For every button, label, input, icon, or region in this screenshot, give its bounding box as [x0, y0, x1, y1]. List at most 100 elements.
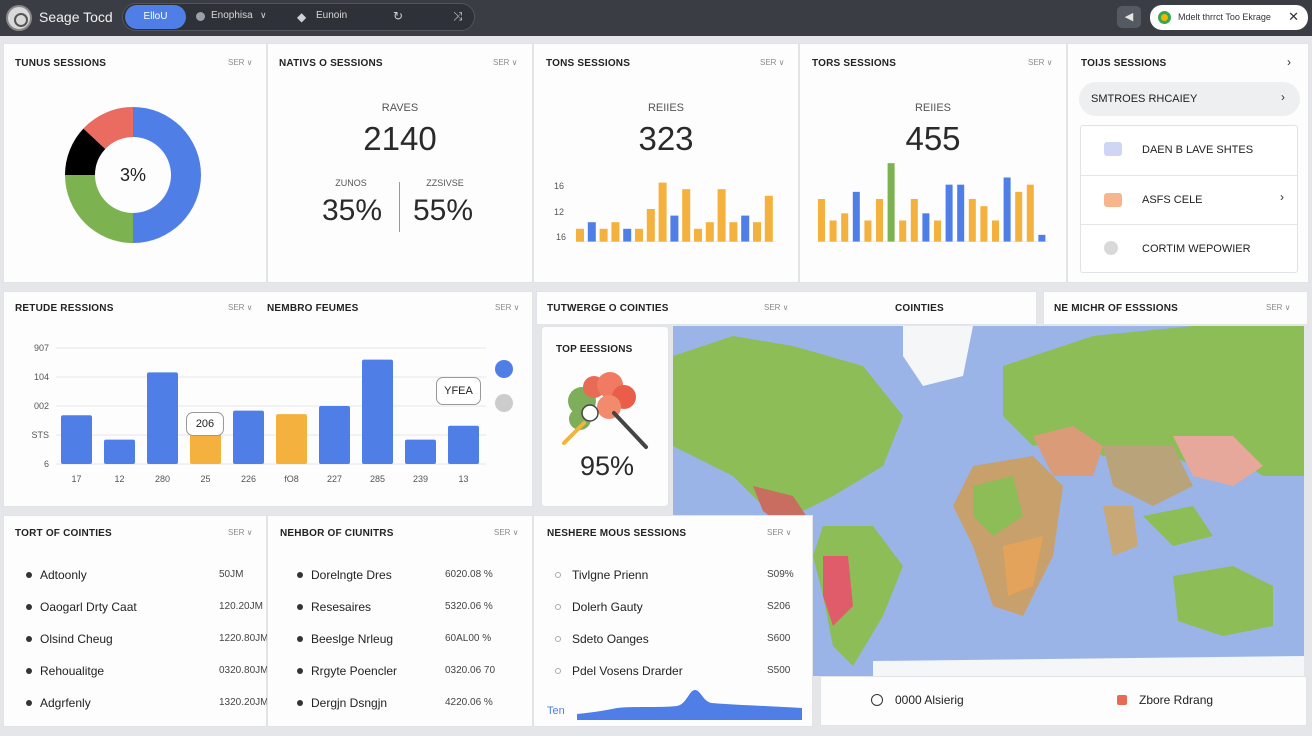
tab-active[interactable]: ElloU [125, 5, 186, 29]
bar[interactable] [190, 432, 221, 464]
bar[interactable] [741, 215, 750, 242]
chevron-down-icon[interactable]: ∨ [260, 10, 267, 20]
notification-pill[interactable]: Mdelt thrrct Too Ekrage ✕ [1150, 5, 1308, 30]
card-tutwerge-header: TUTWERGE O COINTIES SER ∨ COINTIES [536, 291, 1037, 325]
card-menu[interactable]: SER ∨ [228, 303, 253, 312]
bar[interactable] [899, 220, 907, 243]
bar[interactable] [276, 414, 307, 464]
list-item[interactable]: Resesaires [311, 600, 372, 614]
bar[interactable] [623, 228, 632, 242]
tab-enophisa[interactable]: Enophisa [211, 10, 253, 21]
list-item[interactable]: Beeslge Nrleug [311, 632, 394, 646]
bar[interactable] [980, 206, 988, 242]
action-cortim[interactable]: CORTIM WEPOWIER [1142, 243, 1251, 255]
list-item[interactable]: Dolerh Gauty [572, 600, 643, 614]
bar[interactable] [717, 189, 726, 242]
bar[interactable] [405, 439, 436, 464]
donut-slice[interactable] [83, 107, 133, 149]
list-item[interactable]: Rehoualitge [40, 664, 105, 678]
card-menu[interactable]: SER ∨ [1028, 58, 1053, 67]
bar[interactable] [829, 220, 837, 243]
bar[interactable] [764, 195, 773, 242]
bar[interactable] [658, 182, 667, 242]
list-item[interactable]: Adgrfenly [40, 696, 91, 710]
bar[interactable] [61, 415, 92, 464]
list-item[interactable]: Pdel Vosens Drarder [572, 664, 683, 678]
bar[interactable] [682, 189, 691, 242]
bar[interactable] [611, 222, 620, 242]
card-menu[interactable]: SER ∨ [1266, 303, 1291, 312]
list-item[interactable]: Rrgyte Poencler [311, 664, 398, 678]
bar[interactable] [753, 222, 761, 242]
flag-icon[interactable]: ◆ [297, 10, 307, 24]
list-item[interactable]: Adtoonly [40, 568, 87, 582]
card-menu[interactable]: SER ∨ [764, 303, 789, 312]
bar[interactable] [1026, 184, 1034, 242]
list-item[interactable]: Olsind Cheug [40, 632, 113, 646]
bar[interactable] [841, 213, 849, 242]
chevron-right-icon[interactable]: › [1287, 55, 1291, 69]
map-footer-left[interactable]: 0000 Alsierig [895, 693, 964, 707]
card-menu[interactable]: SER ∨ [493, 58, 518, 67]
app-logo-icon[interactable] [6, 5, 32, 31]
info-icon[interactable] [871, 694, 883, 706]
bar[interactable] [887, 163, 895, 242]
bar[interactable] [945, 184, 953, 242]
donut-slice[interactable] [133, 107, 201, 243]
list-item[interactable]: Oaogarl Drty Caat [40, 600, 137, 614]
donut-slice[interactable] [65, 128, 106, 175]
bar[interactable] [694, 228, 702, 242]
bar[interactable] [705, 222, 714, 242]
bar[interactable] [1038, 234, 1046, 242]
donut-slice[interactable] [65, 175, 133, 243]
bar[interactable] [852, 191, 860, 242]
bar[interactable] [576, 228, 584, 242]
bar[interactable] [147, 372, 178, 464]
chevron-right-icon[interactable]: › [1280, 190, 1284, 204]
bar[interactable] [1015, 191, 1023, 242]
list-item[interactable]: Sdeto Oanges [572, 632, 649, 646]
list-item[interactable]: Dorelngte Dres [311, 568, 392, 582]
bar[interactable] [864, 220, 872, 243]
legend-dot-gray-icon[interactable] [495, 394, 513, 412]
bar[interactable] [934, 220, 941, 243]
bar[interactable] [646, 209, 655, 242]
bar[interactable] [968, 199, 976, 242]
card-menu[interactable]: SER ∨ [760, 58, 785, 67]
bar[interactable] [818, 199, 825, 242]
bar[interactable] [729, 222, 738, 242]
bar[interactable] [233, 410, 264, 464]
back-button[interactable]: ◀ [1117, 6, 1141, 28]
bar[interactable] [104, 439, 135, 464]
smtroes-button[interactable]: SMTROES RHCAIEY › [1079, 82, 1300, 116]
legend-dot-blue-icon[interactable] [495, 360, 513, 378]
bar[interactable] [1003, 177, 1011, 243]
close-icon[interactable]: ✕ [1288, 9, 1299, 24]
bar[interactable] [362, 359, 393, 464]
action-daen[interactable]: DAEN B LAVE SHTES [1142, 144, 1254, 156]
bar[interactable] [599, 228, 608, 242]
bar[interactable] [319, 406, 350, 464]
card-menu[interactable]: SER ∨ [228, 528, 253, 537]
refresh-icon[interactable]: ↻ [393, 9, 404, 23]
bar[interactable] [670, 215, 679, 242]
card-menu[interactable]: SER ∨ [767, 528, 792, 537]
list-item[interactable]: Tivlgne Prienn [572, 568, 649, 582]
bar[interactable] [922, 213, 930, 242]
shuffle-icon[interactable]: ⤨ [453, 9, 463, 23]
list-item[interactable]: Dergjn Dsngjn [311, 696, 388, 710]
tab-eunoin[interactable]: Eunoin [316, 10, 348, 21]
map-footer: 0000 Alsierig Zbore Rdrang [820, 676, 1307, 726]
bar[interactable] [448, 425, 479, 464]
bar[interactable] [910, 199, 918, 242]
bar[interactable] [635, 228, 643, 242]
card-menu[interactable]: SER ∨ [228, 58, 253, 67]
bar[interactable] [876, 199, 883, 242]
action-asfs[interactable]: ASFS CELE [1142, 194, 1203, 206]
card-menu[interactable]: SER ∨ [495, 303, 520, 312]
card-menu[interactable]: SER ∨ [494, 528, 519, 537]
bar[interactable] [587, 222, 596, 242]
bar[interactable] [992, 220, 999, 243]
map-footer-right[interactable]: Zbore Rdrang [1139, 693, 1214, 707]
bar[interactable] [957, 184, 965, 242]
